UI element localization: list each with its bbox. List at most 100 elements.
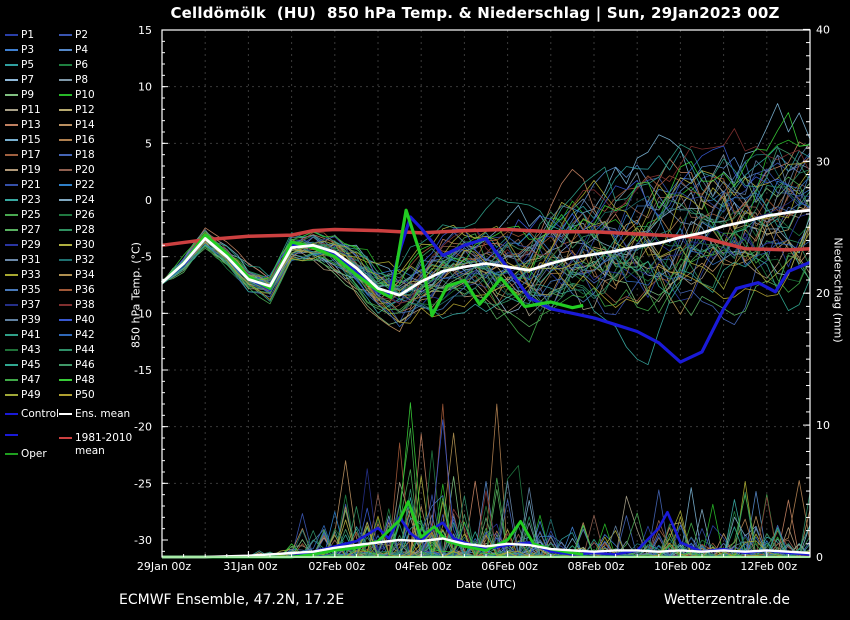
site-credit: Wetterzentrale.de — [663, 592, 790, 608]
bottom-tick-label: 31Jan 00z — [223, 560, 277, 573]
legend-label: P34 — [75, 269, 95, 281]
legend-item: P3 — [5, 45, 34, 56]
legend-item: mean — [75, 446, 105, 457]
bottom-tick-label: 08Feb 00z — [568, 560, 625, 573]
legend-item: P18 — [59, 150, 95, 161]
legend-swatch — [5, 184, 18, 186]
legend-swatch — [5, 349, 18, 351]
legend-label: Oper — [21, 448, 47, 460]
left-tick-label: -15 — [134, 364, 152, 377]
legend-label: mean — [75, 445, 105, 457]
legend-item: P4 — [59, 45, 88, 56]
legend-item: P26 — [59, 210, 95, 221]
legend-label: P43 — [21, 344, 41, 356]
legend-item: P8 — [59, 75, 88, 86]
legend-swatch — [5, 259, 18, 261]
legend-label: P33 — [21, 269, 41, 281]
legend-swatch — [59, 349, 72, 351]
legend-label: P9 — [21, 89, 35, 101]
legend-item: P27 — [5, 225, 41, 236]
legend-item: P20 — [59, 165, 95, 176]
legend-item: P21 — [5, 180, 41, 191]
legend-item: P10 — [59, 90, 95, 101]
legend-swatch — [5, 154, 18, 156]
legend-label: P32 — [75, 254, 95, 266]
legend-swatch — [5, 94, 18, 96]
legend-label: Ens. mean — [75, 408, 131, 420]
legend-swatch — [5, 124, 18, 126]
bottom-tick-label: 06Feb 00z — [481, 560, 538, 573]
left-tick-label: 15 — [138, 24, 152, 37]
legend-item: P15 — [5, 135, 41, 146]
legend-swatch — [5, 304, 18, 306]
legend-swatch — [5, 453, 18, 455]
legend-item: P1 — [5, 30, 34, 41]
left-tick-label: 0 — [145, 194, 152, 207]
legend-item: P33 — [5, 270, 41, 281]
legend-item: P11 — [5, 105, 41, 116]
legend-label: P27 — [21, 224, 41, 236]
legend-item: P22 — [59, 180, 95, 191]
legend-swatch — [59, 214, 72, 216]
legend-swatch — [59, 334, 72, 336]
legend-item: P39 — [5, 315, 41, 326]
right-tick-label: 30 — [816, 155, 830, 168]
legend-label: P5 — [21, 59, 35, 71]
legend-swatch — [5, 394, 18, 396]
legend-swatch — [5, 49, 18, 51]
legend-label: P31 — [21, 254, 41, 266]
legend-item: Control — [5, 409, 59, 420]
legend-item: P6 — [59, 60, 88, 71]
legend-label: P8 — [75, 74, 89, 86]
legend-swatch — [5, 289, 18, 291]
legend-item: Oper — [5, 449, 47, 460]
bottom-tick-label: 12Feb 00z — [740, 560, 797, 573]
ensemble-member-temp-line — [161, 145, 811, 295]
ens-mean-temp-line — [161, 208, 811, 297]
legend-item: P48 — [59, 375, 95, 386]
legend-item: P19 — [5, 165, 41, 176]
legend-label: P11 — [21, 104, 41, 116]
legend-swatch — [59, 34, 72, 36]
legend-item: P37 — [5, 300, 41, 311]
legend-item: P42 — [59, 330, 95, 341]
legend-item: P45 — [5, 360, 41, 371]
legend-item: P25 — [5, 210, 41, 221]
legend-swatch — [59, 229, 72, 231]
legend-item: P12 — [59, 105, 95, 116]
legend-item: P40 — [59, 315, 95, 326]
legend-label: P22 — [75, 179, 95, 191]
legend-item: P30 — [59, 240, 95, 251]
legend-item: P41 — [5, 330, 41, 341]
legend-swatch — [5, 334, 18, 336]
legend-swatch — [59, 244, 72, 246]
legend-item: P28 — [59, 225, 95, 236]
legend-swatch — [5, 169, 18, 171]
legend-item: P38 — [59, 300, 95, 311]
legend-label: P49 — [21, 389, 41, 401]
legend-swatch — [5, 379, 18, 381]
ensemble-member-precip-line — [162, 460, 811, 558]
legend-item: P7 — [5, 75, 34, 86]
legend-swatch — [5, 109, 18, 111]
legend-item: P24 — [59, 195, 95, 206]
bottom-tick-label: 10Feb 00z — [654, 560, 711, 573]
legend-label: P6 — [75, 59, 89, 71]
legend-swatch — [59, 49, 72, 51]
legend-label: P13 — [21, 119, 41, 131]
ensemble-member-temp-line — [161, 169, 811, 308]
ensemble-member-precip-line — [162, 476, 811, 558]
bottom-tick-label: 04Feb 00z — [395, 560, 452, 573]
model-location-caption: ECMWF Ensemble, 47.2N, 17.2E — [119, 592, 345, 608]
right-tick-label: 40 — [816, 23, 830, 36]
legend-item: P46 — [59, 360, 95, 371]
ensemble-member-precip-line — [162, 450, 811, 558]
legend-label: P19 — [21, 164, 41, 176]
legend-swatch — [5, 199, 18, 201]
legend-item: Ens. mean — [59, 409, 130, 420]
legend-label: P14 — [75, 119, 95, 131]
bottom-tick-label: 29Jan 00z — [137, 560, 191, 573]
legend-swatch — [59, 289, 72, 291]
